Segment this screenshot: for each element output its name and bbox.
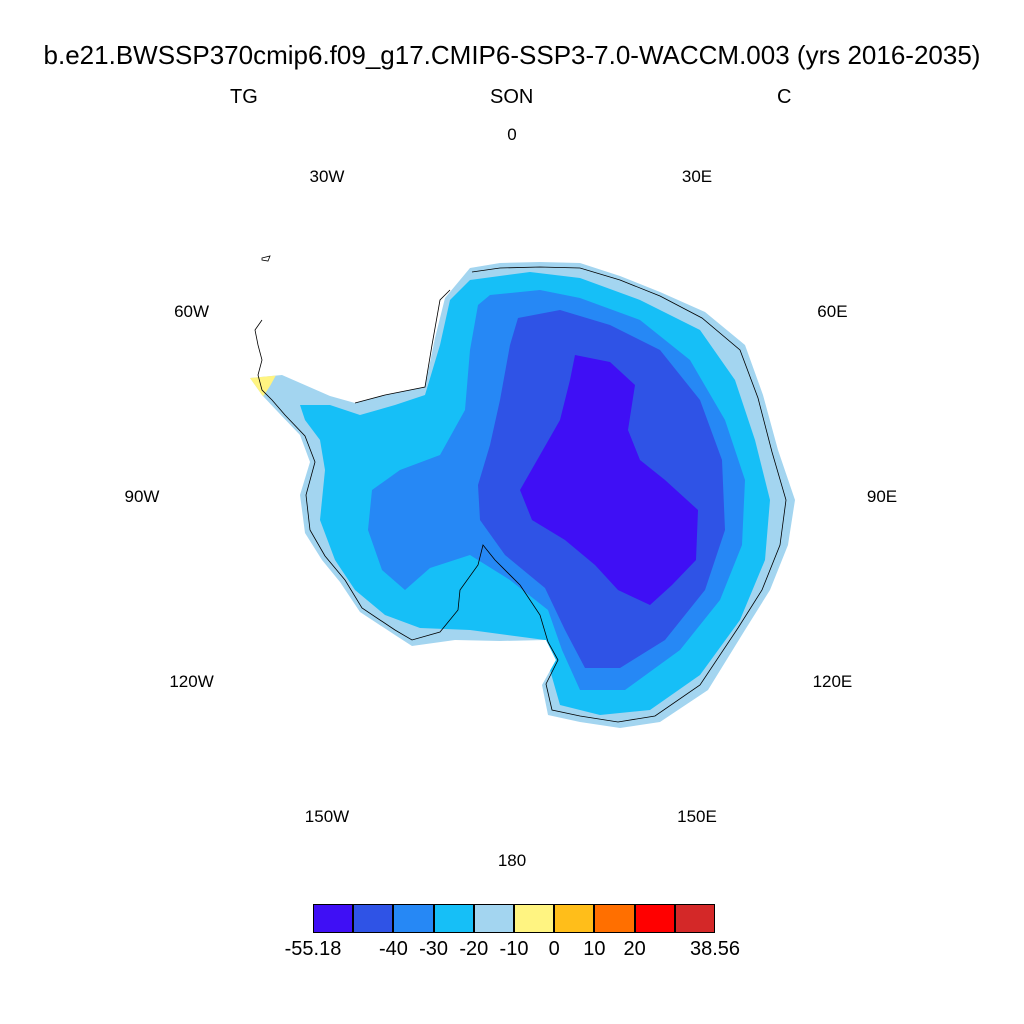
plot-title: b.e21.BWSSP370cmip6.f09_g17.CMIP6-SSP3-7…	[43, 40, 981, 70]
colorbar-swatch	[393, 904, 434, 933]
variable-label: TG	[230, 86, 258, 108]
colorbar-tick-label: -55.18	[284, 938, 342, 960]
colorbar-tick-label: 10	[583, 938, 606, 960]
season-label: SON	[490, 86, 534, 108]
colorbar-swatch	[634, 904, 675, 933]
longitude-label: 150E	[677, 807, 717, 827]
temperature-field	[250, 262, 795, 728]
colorbar-tick-label: 0	[548, 938, 560, 960]
colorbar-swatch	[313, 904, 354, 933]
colorbar-swatch	[594, 904, 635, 933]
coastline	[254, 255, 787, 723]
longitude-label: 90E	[866, 487, 898, 506]
longitude-label: 60W	[174, 302, 210, 321]
longitude-label: 30W	[309, 166, 345, 186]
longitude-label: 0	[507, 125, 517, 144]
longitude-label: 90W	[124, 487, 160, 506]
longitude-label: 30E	[681, 166, 713, 186]
longitude-label: 150W	[304, 807, 350, 827]
colorbar-tick-label: -10	[499, 938, 529, 960]
colorbar-swatch	[433, 904, 474, 933]
units-label: C	[777, 86, 792, 108]
colorbar-swatch	[514, 904, 555, 933]
longitude-label: 120W	[169, 672, 214, 691]
colorbar-swatch	[353, 904, 394, 933]
longitude-label: 60E	[817, 302, 848, 321]
colorbar-tick-label: -30	[419, 938, 449, 960]
band-below-minus50	[520, 355, 698, 605]
colorbar-swatch	[554, 904, 595, 933]
colorbar-tick-label: -20	[459, 938, 489, 960]
longitude-label: 120E	[812, 672, 853, 691]
colorbar-swatch	[473, 904, 514, 933]
colorbar-swatch	[674, 904, 715, 933]
colorbar-tick-label: -40	[378, 938, 408, 960]
colorbar-tick-label: 38.56	[689, 938, 741, 960]
longitude-label: 180	[497, 851, 527, 870]
colorbar-tick-label: 20	[623, 938, 646, 960]
